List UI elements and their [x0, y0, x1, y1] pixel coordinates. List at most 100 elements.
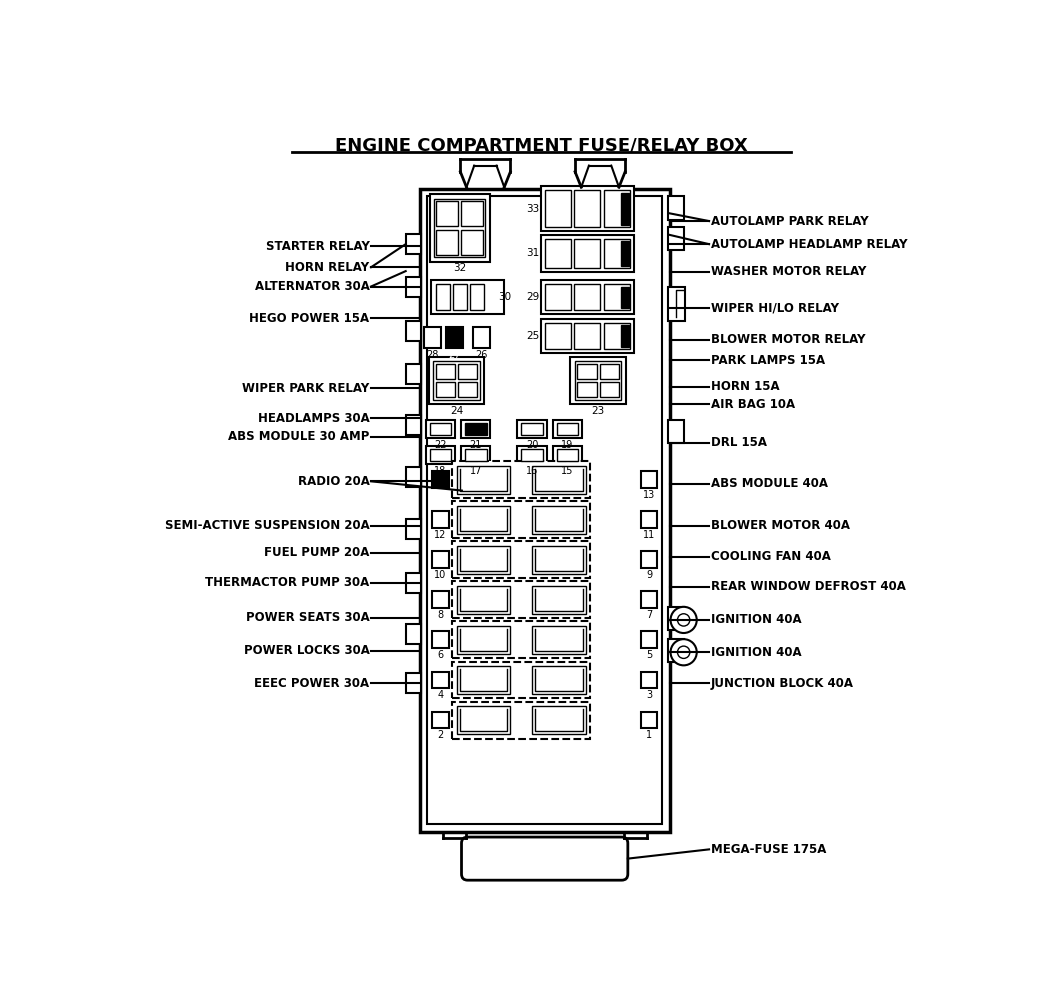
Bar [542, 280, 634, 314]
Text: 32: 32 [453, 263, 466, 273]
Bar [436, 284, 450, 310]
Bar [532, 626, 586, 654]
Bar [432, 551, 449, 569]
Bar [641, 631, 658, 648]
Bar [436, 382, 455, 397]
Text: JUNCTION BLOCK 40A: JUNCTION BLOCK 40A [711, 676, 853, 689]
Text: 23: 23 [591, 406, 605, 416]
Bar [406, 234, 421, 254]
Bar [668, 286, 685, 322]
Bar [429, 357, 485, 404]
Bar [641, 671, 658, 688]
Bar [532, 666, 586, 694]
Bar [621, 325, 629, 347]
Text: 9: 9 [646, 570, 652, 580]
Circle shape [678, 646, 690, 658]
Bar [621, 241, 629, 266]
Text: 24: 24 [450, 406, 464, 416]
Bar [432, 671, 449, 688]
Text: 15: 15 [561, 466, 573, 476]
Bar [621, 286, 629, 308]
Bar [473, 327, 490, 348]
Bar [430, 422, 451, 435]
Bar [406, 519, 421, 539]
Text: POWER LOCKS 30A: POWER LOCKS 30A [244, 644, 370, 657]
Text: 27: 27 [449, 350, 461, 360]
Bar [406, 573, 421, 593]
Bar [452, 582, 590, 618]
Bar [574, 323, 601, 349]
Bar [532, 466, 586, 494]
Text: RADIO 20A: RADIO 20A [298, 475, 370, 488]
Bar [574, 191, 601, 227]
Bar [432, 712, 449, 729]
Bar [604, 284, 629, 310]
Text: SEMI-ACTIVE SUSPENSION 20A: SEMI-ACTIVE SUSPENSION 20A [165, 519, 370, 532]
Text: 18: 18 [434, 466, 447, 476]
Bar [522, 422, 543, 435]
Bar [542, 319, 634, 353]
Text: BLOWER MOTOR 40A: BLOWER MOTOR 40A [711, 519, 850, 532]
Bar [456, 466, 510, 494]
Bar [532, 546, 586, 574]
Text: WASHER MOTOR RELAY: WASHER MOTOR RELAY [711, 265, 866, 278]
Bar [406, 364, 421, 383]
Bar [436, 230, 458, 255]
Text: 1: 1 [646, 730, 652, 740]
Text: WIPER HI/LO RELAY: WIPER HI/LO RELAY [711, 301, 838, 314]
Bar [436, 364, 455, 379]
Bar [641, 472, 658, 488]
Bar [458, 382, 477, 397]
Text: WIPER PARK RELAY: WIPER PARK RELAY [242, 382, 370, 395]
Text: 6: 6 [437, 650, 444, 660]
Text: HORN 15A: HORN 15A [711, 380, 779, 393]
Bar [406, 415, 421, 435]
Bar [542, 186, 634, 231]
Text: IGNITION 40A: IGNITION 40A [711, 646, 802, 659]
Bar [453, 284, 468, 310]
Text: 14: 14 [434, 490, 447, 500]
Bar [406, 468, 421, 488]
Bar [557, 422, 579, 435]
Bar [452, 462, 590, 498]
Bar [604, 239, 629, 268]
Bar [668, 197, 683, 220]
Bar [426, 446, 455, 465]
Circle shape [671, 607, 697, 633]
Bar [641, 712, 658, 729]
Bar [552, 419, 582, 438]
Bar [532, 506, 586, 533]
Bar [545, 323, 571, 349]
Text: 20: 20 [526, 439, 539, 450]
Bar [432, 631, 449, 648]
Bar [641, 551, 658, 569]
Text: REAR WINDOW DEFROST 40A: REAR WINDOW DEFROST 40A [711, 581, 905, 594]
Bar [604, 191, 629, 227]
Bar [668, 419, 683, 443]
Bar [574, 239, 601, 268]
Bar [432, 511, 449, 528]
Text: 3: 3 [646, 690, 652, 700]
Bar [470, 284, 485, 310]
Text: HEGO POWER 15A: HEGO POWER 15A [249, 311, 370, 325]
Bar [406, 322, 421, 341]
Bar [428, 197, 662, 824]
Text: 5: 5 [646, 650, 653, 660]
Text: FUEL PUMP 20A: FUEL PUMP 20A [264, 546, 370, 559]
Bar [406, 624, 421, 644]
Bar [545, 191, 571, 227]
Bar [452, 622, 590, 658]
Text: 12: 12 [434, 530, 447, 540]
Bar [461, 230, 483, 255]
Bar [431, 280, 505, 314]
Bar [465, 449, 487, 462]
Bar [522, 449, 543, 462]
Text: 25: 25 [526, 331, 540, 341]
Text: 29: 29 [526, 292, 540, 302]
Bar [600, 364, 619, 379]
Text: 4: 4 [437, 690, 444, 700]
Bar [668, 639, 683, 662]
Bar [517, 446, 547, 465]
Text: 31: 31 [526, 248, 540, 258]
Text: 2: 2 [437, 730, 444, 740]
